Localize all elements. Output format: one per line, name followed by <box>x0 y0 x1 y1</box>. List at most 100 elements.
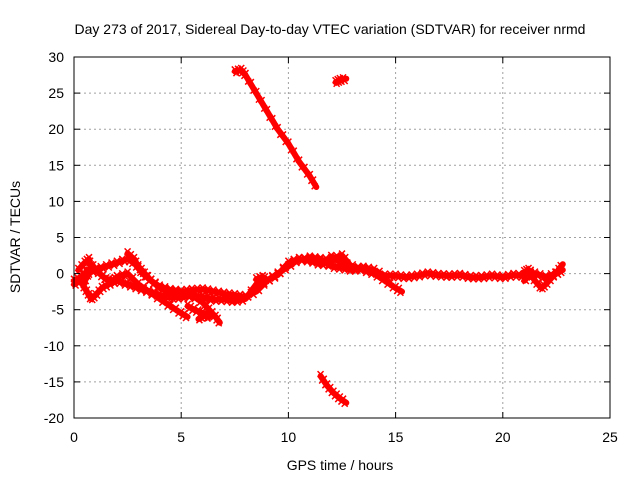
data-point <box>485 274 493 282</box>
data-point <box>183 289 191 297</box>
data-point <box>195 316 203 324</box>
data-point <box>339 73 347 81</box>
data-point <box>233 298 242 307</box>
data-point <box>381 275 389 283</box>
data-point <box>405 275 413 283</box>
data-trace-trace-7 <box>124 247 223 327</box>
data-point <box>317 253 325 261</box>
data-point <box>83 286 91 294</box>
data-point <box>480 275 488 283</box>
data-point <box>258 96 266 104</box>
data-layer <box>70 64 566 408</box>
data-point <box>424 268 432 276</box>
data-point <box>124 278 132 286</box>
data-point <box>287 260 295 268</box>
data-point <box>79 278 87 286</box>
data-point <box>214 314 222 322</box>
data-point <box>215 287 223 295</box>
data-point <box>327 260 335 268</box>
data-point <box>306 252 314 260</box>
data-point <box>386 278 394 286</box>
x-tick-label: 15 <box>388 429 404 445</box>
data-point <box>169 295 177 303</box>
data-point <box>252 87 260 95</box>
data-point <box>190 304 198 312</box>
data-point <box>279 130 287 138</box>
y-tick-label: 30 <box>48 49 64 65</box>
data-point <box>161 284 169 292</box>
data-point <box>338 257 346 265</box>
data-point <box>333 254 341 262</box>
data-point <box>317 370 325 378</box>
data-point <box>397 270 405 279</box>
data-point <box>204 285 212 293</box>
chart-title: Day 273 of 2017, Sidereal Day-to-day VTE… <box>75 21 586 37</box>
data-point <box>429 268 437 276</box>
data-point <box>204 292 212 301</box>
data-point <box>244 293 252 301</box>
data-point <box>220 294 228 302</box>
data-point <box>290 147 298 155</box>
data-point <box>172 287 180 295</box>
data-point <box>212 298 220 306</box>
tick-layer: 0 5 10 15 20 25 -20 -15 -10 -5 0 5 10 15 20 25 30 <box>44 49 618 445</box>
data-trace-trace-9 <box>252 271 270 285</box>
data-point <box>106 281 114 290</box>
data-point <box>349 260 357 268</box>
data-point <box>150 289 158 297</box>
x-tick-label: 20 <box>495 429 511 445</box>
data-point <box>247 78 255 86</box>
data-trace-trace-1 <box>231 64 320 190</box>
x-tick-label: 0 <box>70 429 78 445</box>
data-point <box>140 284 148 292</box>
data-point <box>442 274 451 282</box>
y-tick-label: 5 <box>56 230 64 246</box>
data-point <box>365 266 373 274</box>
data-point <box>300 163 309 171</box>
data-point <box>241 69 250 77</box>
data-point <box>215 294 223 302</box>
data-trace-trace-2 <box>332 73 350 88</box>
data-point <box>225 289 233 297</box>
x-tick-label: 25 <box>602 429 618 445</box>
data-point <box>81 282 89 290</box>
data-point <box>282 264 290 272</box>
data-point <box>375 271 384 279</box>
data-point <box>309 176 317 184</box>
data-point <box>188 289 196 297</box>
data-point <box>129 273 137 281</box>
data-point <box>339 395 347 403</box>
data-point <box>284 138 292 146</box>
data-point <box>386 270 394 278</box>
data-point <box>469 275 477 283</box>
data-point <box>110 262 118 270</box>
data-point <box>359 264 367 272</box>
data-point <box>320 375 328 383</box>
data-point <box>416 273 424 281</box>
data-point <box>105 263 113 272</box>
data-point <box>322 257 330 265</box>
data-point <box>116 260 124 268</box>
data-point <box>156 293 164 301</box>
data-point <box>177 288 185 296</box>
y-tick-label: 15 <box>48 157 64 173</box>
data-point <box>274 123 282 131</box>
data-point <box>311 252 319 260</box>
data-point <box>461 270 469 278</box>
data-point <box>493 270 501 279</box>
data-trace-trace-6 <box>74 253 191 322</box>
data-point <box>83 271 91 279</box>
data-point <box>341 400 349 408</box>
data-point <box>410 274 418 282</box>
data-point <box>343 259 351 267</box>
data-point <box>472 271 480 279</box>
data-point <box>528 271 536 279</box>
data-point <box>295 156 303 164</box>
grid-layer <box>74 57 610 418</box>
data-point <box>209 286 217 294</box>
data-point <box>130 253 138 261</box>
data-point <box>392 270 400 278</box>
data-point <box>255 287 263 295</box>
data-trace-trace-3 <box>317 370 350 408</box>
